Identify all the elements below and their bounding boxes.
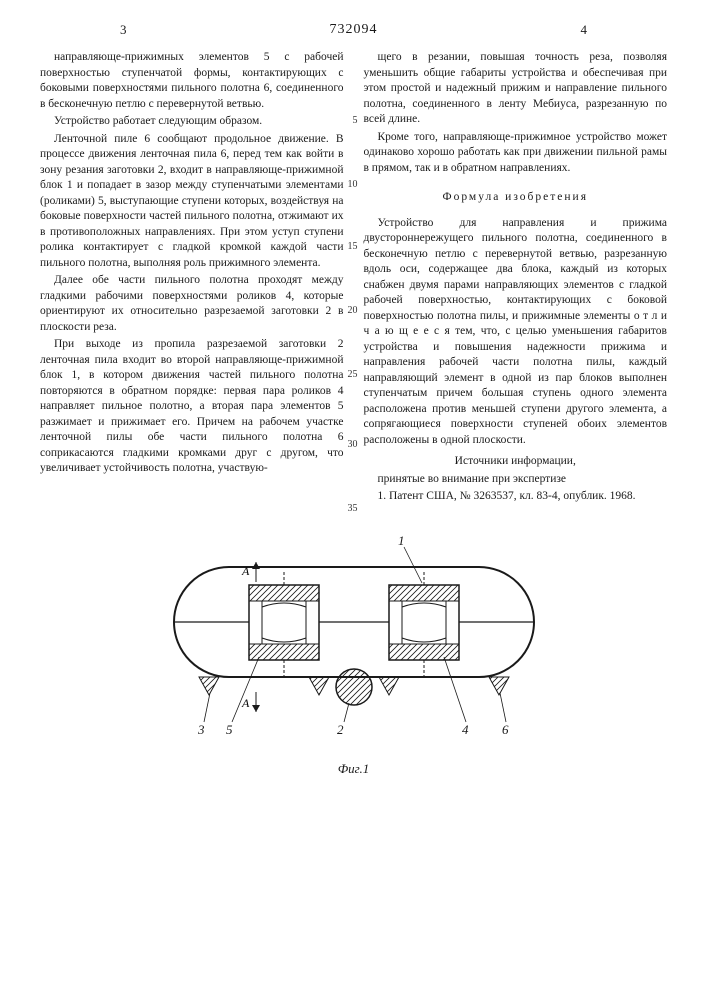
page-number-right: 4 — [581, 22, 588, 38]
right-block — [389, 572, 459, 677]
left-block — [249, 572, 319, 677]
callout-5: 5 — [226, 722, 233, 737]
line-marker: 10 — [348, 178, 358, 192]
section-a-top: A — [241, 562, 260, 582]
callout-3: 3 — [197, 722, 205, 737]
callout-1: 1 — [398, 533, 405, 548]
line-marker: 25 — [348, 368, 358, 382]
sources-heading: Источники информации, — [364, 454, 668, 470]
callout-4: 4 — [462, 722, 469, 737]
line-marker: 30 — [348, 438, 358, 452]
claims-heading: Формула изобретения — [364, 190, 668, 206]
workpiece — [336, 669, 372, 705]
paragraph: щего в резании, повышая точность реза, п… — [364, 50, 668, 128]
line-marker: 20 — [348, 304, 358, 318]
right-column: щего в резании, повышая точность реза, п… — [364, 50, 668, 507]
paragraph: Устройство работает следующим образом. — [40, 114, 344, 130]
sources-subheading: принятые во внимание при экспертизе — [364, 472, 668, 488]
claims-paragraph: Устройство для направления и прижима дву… — [364, 216, 668, 449]
line-marker: 15 — [348, 240, 358, 254]
page-number-left: 3 — [120, 22, 127, 38]
paragraph: Ленточной пиле 6 сообщают продольное дви… — [40, 132, 344, 272]
callout-6: 6 — [502, 722, 509, 737]
support-foot — [309, 677, 329, 695]
page: 3 732094 4 направляюще-прижимных элемент… — [0, 0, 707, 1000]
section-label: A — [241, 564, 250, 578]
support-foot — [489, 677, 509, 695]
figure-svg: A A 1 2 3 5 — [144, 527, 564, 757]
section-a-bottom: A — [241, 692, 260, 712]
support-foot — [379, 677, 399, 695]
line-marker: 35 — [348, 502, 358, 516]
support-foot — [199, 677, 219, 695]
source-item: 1. Патент США, № 3263537, кл. 83-4, опуб… — [364, 489, 668, 505]
figure-label: Фиг.1 — [40, 761, 667, 777]
text-columns: направляюще-прижимных элементов 5 с рабо… — [40, 50, 667, 507]
paragraph: Далее обе части пильного полотна проходя… — [40, 273, 344, 335]
paragraph: Кроме того, направляюще-прижимное устрой… — [364, 130, 668, 177]
callout-2: 2 — [337, 722, 344, 737]
paragraph: При выходе из пропила разрезаемой загото… — [40, 337, 344, 477]
patent-number: 732094 — [330, 22, 378, 38]
figure-1: A A 1 2 3 5 — [40, 527, 667, 777]
paragraph: направляюще-прижимных элементов 5 с рабо… — [40, 50, 344, 112]
left-column: направляюще-прижимных элементов 5 с рабо… — [40, 50, 344, 507]
line-marker: 5 — [353, 114, 358, 128]
